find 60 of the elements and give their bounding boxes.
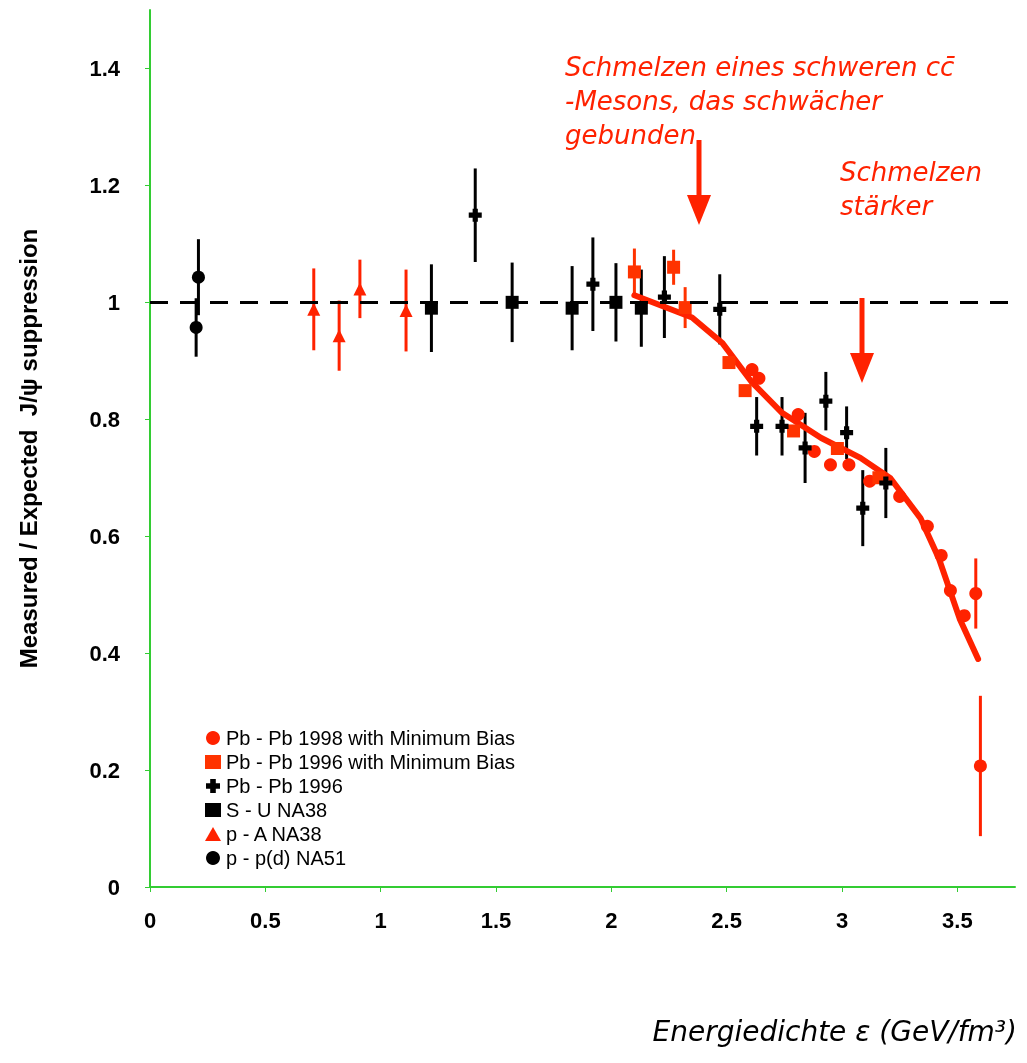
y-tick-label: 1.4 [89,55,121,81]
point [787,424,801,438]
x-tick-label: 0.5 [250,907,281,933]
y-tick-label: 0.4 [89,640,121,666]
point [856,501,870,515]
x-axis-title: Energiedichte ε (GeV/fm³) [652,1014,1018,1048]
point [775,419,789,433]
legend-label: S - U NA38 [226,799,328,821]
x-tick-label: 3.5 [942,907,973,933]
point [353,282,367,296]
point [722,356,736,370]
point [893,489,907,503]
legend-label: p - A NA38 [226,823,322,845]
y-tick-label: 1 [107,289,120,315]
legend-label: Pb - Pb 1996 [226,775,343,797]
point [920,519,934,533]
point [879,476,893,490]
x-tick-label: 1.5 [480,907,512,933]
point [819,394,833,408]
point [307,302,321,316]
legend-label: Pb - Pb 1996 with Minimum Bias [226,751,516,773]
point [468,208,482,222]
y-axis-title: Measured / Expected J/ψ suppression [14,228,42,669]
point [798,441,812,455]
point [713,302,727,316]
point [752,371,766,385]
point [189,320,203,334]
y-tick-label: 1.2 [89,172,120,198]
x-tick-label: 1 [374,907,387,933]
point [842,458,856,472]
y-tick-label: 0.2 [89,757,120,783]
annotation: Schmelzen stärker [840,157,991,221]
x-tick-label: 2.5 [711,907,742,933]
point [399,304,413,318]
y-tick-label: 0 [107,874,120,900]
legend-label: Pb - Pb 1998 with Minimum Bias [226,727,516,749]
point [191,270,205,284]
point [823,458,837,472]
point [750,419,764,433]
x-tick-label: 3 [835,907,849,933]
point [586,277,600,291]
point [738,384,752,398]
point [973,759,987,773]
y-tick-label: 0.6 [89,523,120,549]
point [332,329,346,343]
y-tick-label: 0.8 [89,406,120,432]
point [840,426,854,440]
legend-label: p - p(d) NA51 [226,847,347,869]
point [627,265,641,279]
point [934,549,948,562]
point [745,363,759,377]
point [678,301,692,315]
x-tick-label: 0 [143,907,157,933]
point [791,408,805,422]
point [969,587,983,600]
point [943,584,957,598]
point [667,260,681,274]
x-tick-label: 2 [605,907,618,933]
point [830,442,844,455]
annotation: Schmelzen eines schweren cc̄-Mesons, das schwächer gebunden [565,52,956,150]
